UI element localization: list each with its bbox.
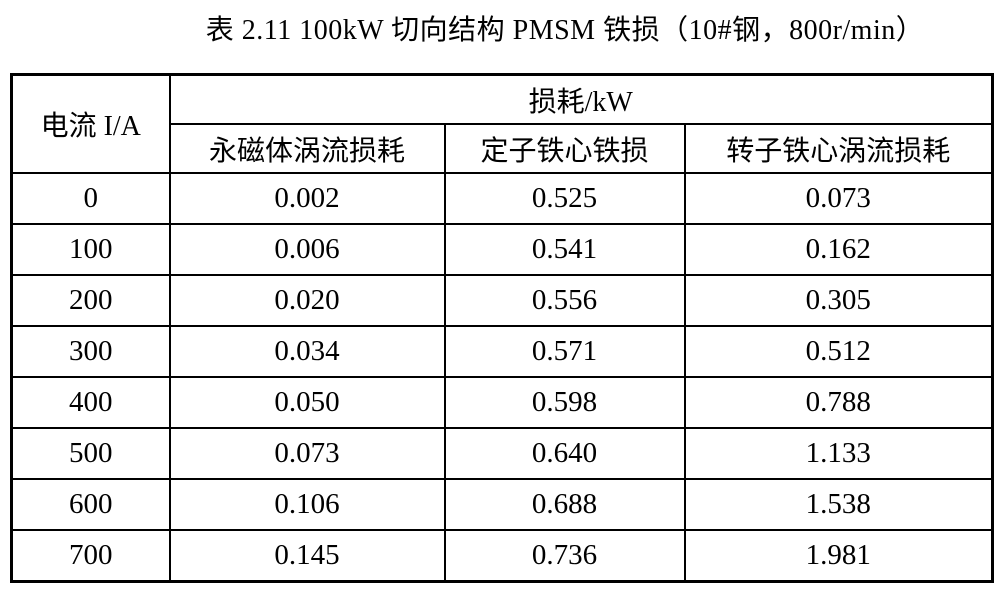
- current-cell: 500: [10, 427, 171, 480]
- table-row: 500 0.073 0.640 1.133: [10, 427, 994, 480]
- current-cell: 600: [10, 478, 171, 531]
- current-cell: 200: [10, 274, 171, 327]
- rotor-eddy-loss-cell: 0.162: [683, 223, 994, 276]
- magnet-eddy-loss-cell: 0.002: [168, 172, 446, 225]
- table-subheader-row: 永磁体涡流损耗 定子铁心铁损 转子铁心涡流损耗: [12, 123, 994, 174]
- stator-core-loss-cell: 0.688: [443, 478, 686, 531]
- iron-loss-table: 电流 I/A 损耗/kW 永磁体涡流损耗 定子铁心铁损 转子铁心涡流损耗 0 0…: [10, 73, 995, 583]
- rotor-eddy-loss-cell: 0.788: [683, 376, 994, 429]
- current-cell: 400: [10, 376, 171, 429]
- stator-core-loss-cell: 0.571: [443, 325, 686, 378]
- header-current: 电流 I/A: [10, 73, 171, 174]
- stator-core-loss-cell: 0.640: [443, 427, 686, 480]
- stator-core-loss-cell: 0.736: [443, 529, 686, 583]
- magnet-eddy-loss-cell: 0.050: [168, 376, 446, 429]
- table-row: 100 0.006 0.541 0.162: [10, 223, 994, 276]
- table-row: 300 0.034 0.571 0.512: [10, 325, 994, 378]
- rotor-eddy-loss-cell: 0.512: [683, 325, 994, 378]
- magnet-eddy-loss-cell: 0.020: [168, 274, 446, 327]
- table-row: 400 0.050 0.598 0.788: [10, 376, 994, 429]
- current-cell: 100: [10, 223, 171, 276]
- stator-core-loss-cell: 0.598: [443, 376, 686, 429]
- header-stator-core-loss: 定子铁心铁损: [443, 123, 686, 174]
- table-row: 700 0.145 0.736 1.981: [10, 529, 994, 583]
- magnet-eddy-loss-cell: 0.145: [168, 529, 446, 583]
- rotor-eddy-loss-cell: 1.981: [683, 529, 994, 583]
- magnet-eddy-loss-cell: 0.006: [168, 223, 446, 276]
- current-cell: 700: [10, 529, 171, 583]
- current-cell: 300: [10, 325, 171, 378]
- stator-core-loss-cell: 0.556: [443, 274, 686, 327]
- table-header-group-row: 电流 I/A 损耗/kW: [10, 73, 994, 174]
- table-row: 200 0.020 0.556 0.305: [10, 274, 994, 327]
- rotor-eddy-loss-cell: 1.133: [683, 427, 994, 480]
- table-caption: 表 2.11 100kW 切向结构 PMSM 铁损（10#钢，800r/min）: [205, 15, 925, 46]
- magnet-eddy-loss-cell: 0.073: [168, 427, 446, 480]
- table-row: 600 0.106 0.688 1.538: [10, 478, 994, 531]
- rotor-eddy-loss-cell: 1.538: [683, 478, 994, 531]
- magnet-eddy-loss-cell: 0.034: [168, 325, 446, 378]
- header-magnet-eddy-loss: 永磁体涡流损耗: [168, 123, 446, 174]
- table-row: 0 0.002 0.525 0.073: [10, 172, 994, 225]
- header-loss-group: 损耗/kW: [168, 73, 994, 125]
- stator-core-loss-cell: 0.525: [443, 172, 686, 225]
- stator-core-loss-cell: 0.541: [443, 223, 686, 276]
- rotor-eddy-loss-cell: 0.305: [683, 274, 994, 327]
- header-rotor-eddy-loss: 转子铁心涡流损耗: [683, 123, 994, 174]
- magnet-eddy-loss-cell: 0.106: [168, 478, 446, 531]
- rotor-eddy-loss-cell: 0.073: [683, 172, 994, 225]
- current-cell: 0: [10, 172, 171, 225]
